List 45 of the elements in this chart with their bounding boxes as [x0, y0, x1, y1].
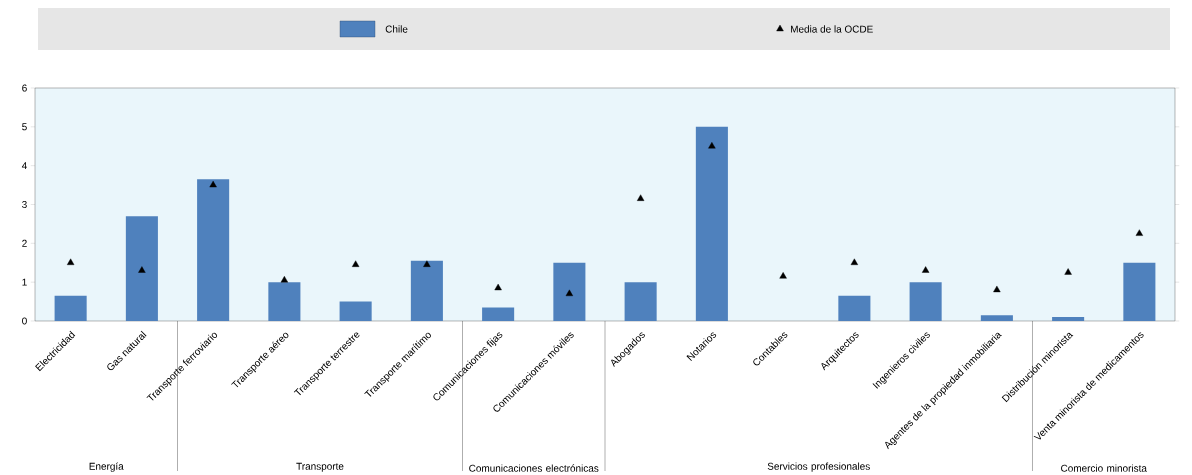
bar [909, 282, 942, 321]
legend-label: Media de la OCDE [791, 25, 873, 33]
point [209, 180, 217, 188]
point [636, 194, 645, 201]
point [351, 260, 360, 267]
bar [125, 216, 158, 321]
bar [1123, 262, 1156, 321]
point [850, 258, 859, 265]
bar [197, 179, 230, 321]
y-tick-label: 1 [22, 278, 27, 286]
bar [980, 315, 1013, 321]
bar [838, 295, 871, 321]
bar [410, 260, 443, 321]
y-tick-label: 5 [22, 123, 27, 131]
y-tick-label: 3 [22, 200, 27, 209]
text: Transporte [296, 462, 344, 472]
bar [695, 126, 728, 321]
y-tick-label: 0 [22, 317, 27, 325]
bar [553, 262, 586, 321]
point [494, 283, 502, 291]
point [423, 260, 431, 267]
bar [482, 307, 515, 321]
y-tick-label: 4 [21, 162, 27, 170]
point [993, 285, 1001, 293]
bar [1052, 317, 1085, 321]
y-tick-label: 6 [22, 84, 27, 92]
point [921, 266, 930, 273]
text: Comunicaciones electrónicas [469, 464, 599, 472]
point [565, 289, 574, 296]
bar [339, 301, 372, 321]
bar [54, 295, 87, 321]
text: Servicios profesionales [767, 462, 870, 472]
point [708, 142, 716, 149]
point [1064, 268, 1072, 275]
point [280, 276, 289, 283]
legend-label: Chile [385, 25, 408, 33]
point [779, 272, 787, 279]
point [1135, 229, 1144, 236]
point [138, 266, 146, 273]
y-tick-label: 2 [22, 239, 27, 247]
text: Energía [89, 462, 124, 472]
bar [624, 282, 657, 321]
text: Comercio minorista [1061, 464, 1147, 472]
point [66, 258, 75, 265]
bar [268, 282, 301, 321]
